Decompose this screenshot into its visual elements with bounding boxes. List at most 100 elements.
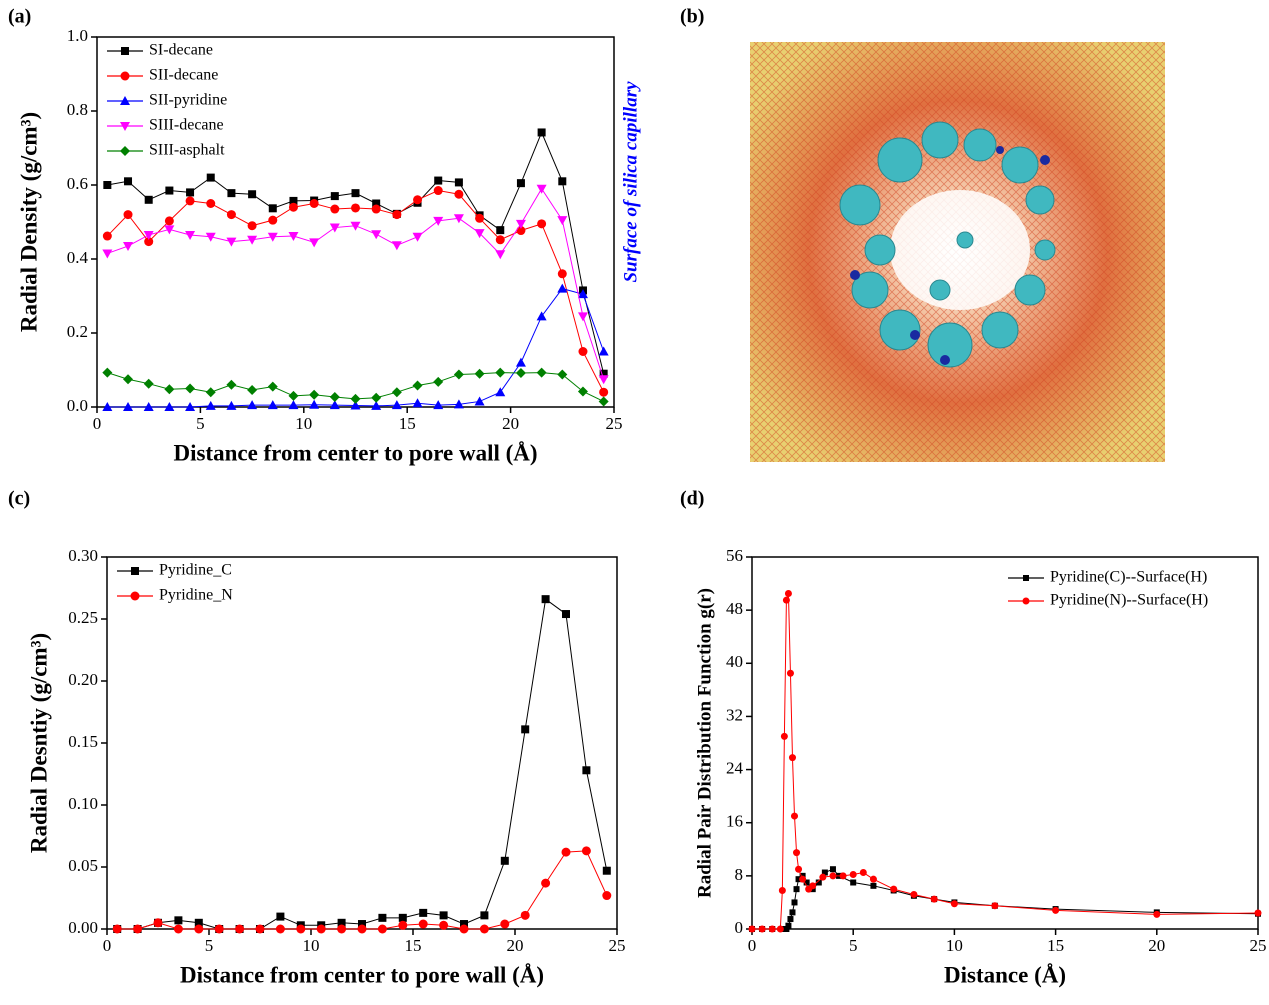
marker <box>496 235 505 244</box>
marker <box>599 388 608 397</box>
marker <box>392 210 401 219</box>
marker <box>1052 907 1059 914</box>
marker <box>185 384 195 394</box>
marker <box>495 368 505 378</box>
marker <box>910 891 917 898</box>
marker <box>582 766 590 774</box>
marker <box>516 220 526 229</box>
x-tick-label: 10 <box>303 936 320 955</box>
marker <box>578 312 588 321</box>
marker <box>789 909 795 915</box>
x-axis-label: Distance from center to pore wall (Å) <box>180 962 544 987</box>
x-tick-label: 0 <box>748 936 757 955</box>
marker <box>124 210 133 219</box>
marker <box>794 886 800 892</box>
marker <box>475 214 484 223</box>
marker <box>206 199 215 208</box>
marker <box>227 210 236 219</box>
marker <box>288 391 298 401</box>
marker <box>517 179 525 187</box>
marker <box>206 387 216 397</box>
marker <box>276 925 285 934</box>
marker <box>542 595 550 603</box>
x-tick-label: 10 <box>295 414 312 433</box>
marker <box>371 393 381 403</box>
y-tick-label: 0.0 <box>67 396 88 415</box>
marker <box>121 72 130 81</box>
marker <box>562 610 570 618</box>
marker <box>174 925 183 934</box>
marker <box>268 382 278 392</box>
marker <box>538 128 546 136</box>
x-tick-label: 25 <box>1250 936 1267 955</box>
marker <box>475 369 485 379</box>
marker <box>330 392 340 402</box>
marker <box>516 358 526 367</box>
marker <box>460 925 469 934</box>
marker <box>455 178 463 186</box>
marker <box>358 925 367 934</box>
x-axis-label: Distance from center to pore wall (Å) <box>173 440 537 465</box>
marker <box>331 192 339 200</box>
marker <box>113 925 122 934</box>
marker <box>120 146 130 156</box>
marker <box>372 205 381 214</box>
y-tick-label: 40 <box>726 652 743 671</box>
marker <box>480 925 489 934</box>
marker <box>102 368 112 378</box>
marker <box>809 882 816 889</box>
y-tick-label: 32 <box>726 705 743 724</box>
marker <box>557 216 567 225</box>
x-tick-label: 20 <box>507 936 524 955</box>
marker <box>454 369 464 379</box>
figure: (b) 05101520250.00.20.40.60.81.0Distance… <box>0 0 1269 1005</box>
marker <box>1023 575 1029 581</box>
y-tick-label: 0.20 <box>68 670 98 689</box>
marker <box>164 384 174 394</box>
marker <box>599 396 609 406</box>
marker <box>269 204 277 212</box>
marker <box>124 177 132 185</box>
y-tick-label: 0.00 <box>68 918 98 937</box>
series-line <box>752 594 1258 929</box>
marker <box>337 925 346 934</box>
y-tick-label: 0.10 <box>68 794 98 813</box>
marker <box>276 913 284 921</box>
marker <box>103 181 111 189</box>
marker <box>165 187 173 195</box>
marker <box>991 902 998 909</box>
marker <box>603 867 611 875</box>
legend-label: Pyridine(C)--Surface(H) <box>1050 569 1207 586</box>
legend-label: Pyridine_C <box>159 562 232 579</box>
x-axis-label: Distance (Å) <box>944 962 1066 987</box>
marker <box>121 47 129 55</box>
x-tick-label: 15 <box>1047 936 1064 955</box>
series-line <box>107 191 603 393</box>
marker <box>131 567 139 575</box>
panel-label: (b) <box>680 6 704 28</box>
marker <box>413 398 423 407</box>
marker <box>501 857 509 865</box>
marker <box>351 394 361 404</box>
marker <box>931 896 938 903</box>
marker <box>289 203 298 212</box>
y-tick-label: 0.05 <box>68 856 98 875</box>
marker <box>419 920 428 929</box>
marker <box>749 926 756 933</box>
marker <box>413 233 423 242</box>
marker <box>785 923 791 929</box>
y-tick-label: 0.4 <box>67 248 89 267</box>
marker <box>521 911 530 920</box>
marker <box>541 879 550 888</box>
molecular-image <box>750 42 1165 462</box>
y-tick-label: 48 <box>726 599 743 618</box>
x-tick-label: 15 <box>405 936 422 955</box>
marker <box>317 925 326 934</box>
marker <box>235 925 244 934</box>
marker <box>256 925 265 934</box>
x-tick-label: 0 <box>103 936 112 955</box>
marker <box>434 177 442 185</box>
marker <box>500 920 509 929</box>
marker <box>558 177 566 185</box>
marker <box>227 189 235 197</box>
